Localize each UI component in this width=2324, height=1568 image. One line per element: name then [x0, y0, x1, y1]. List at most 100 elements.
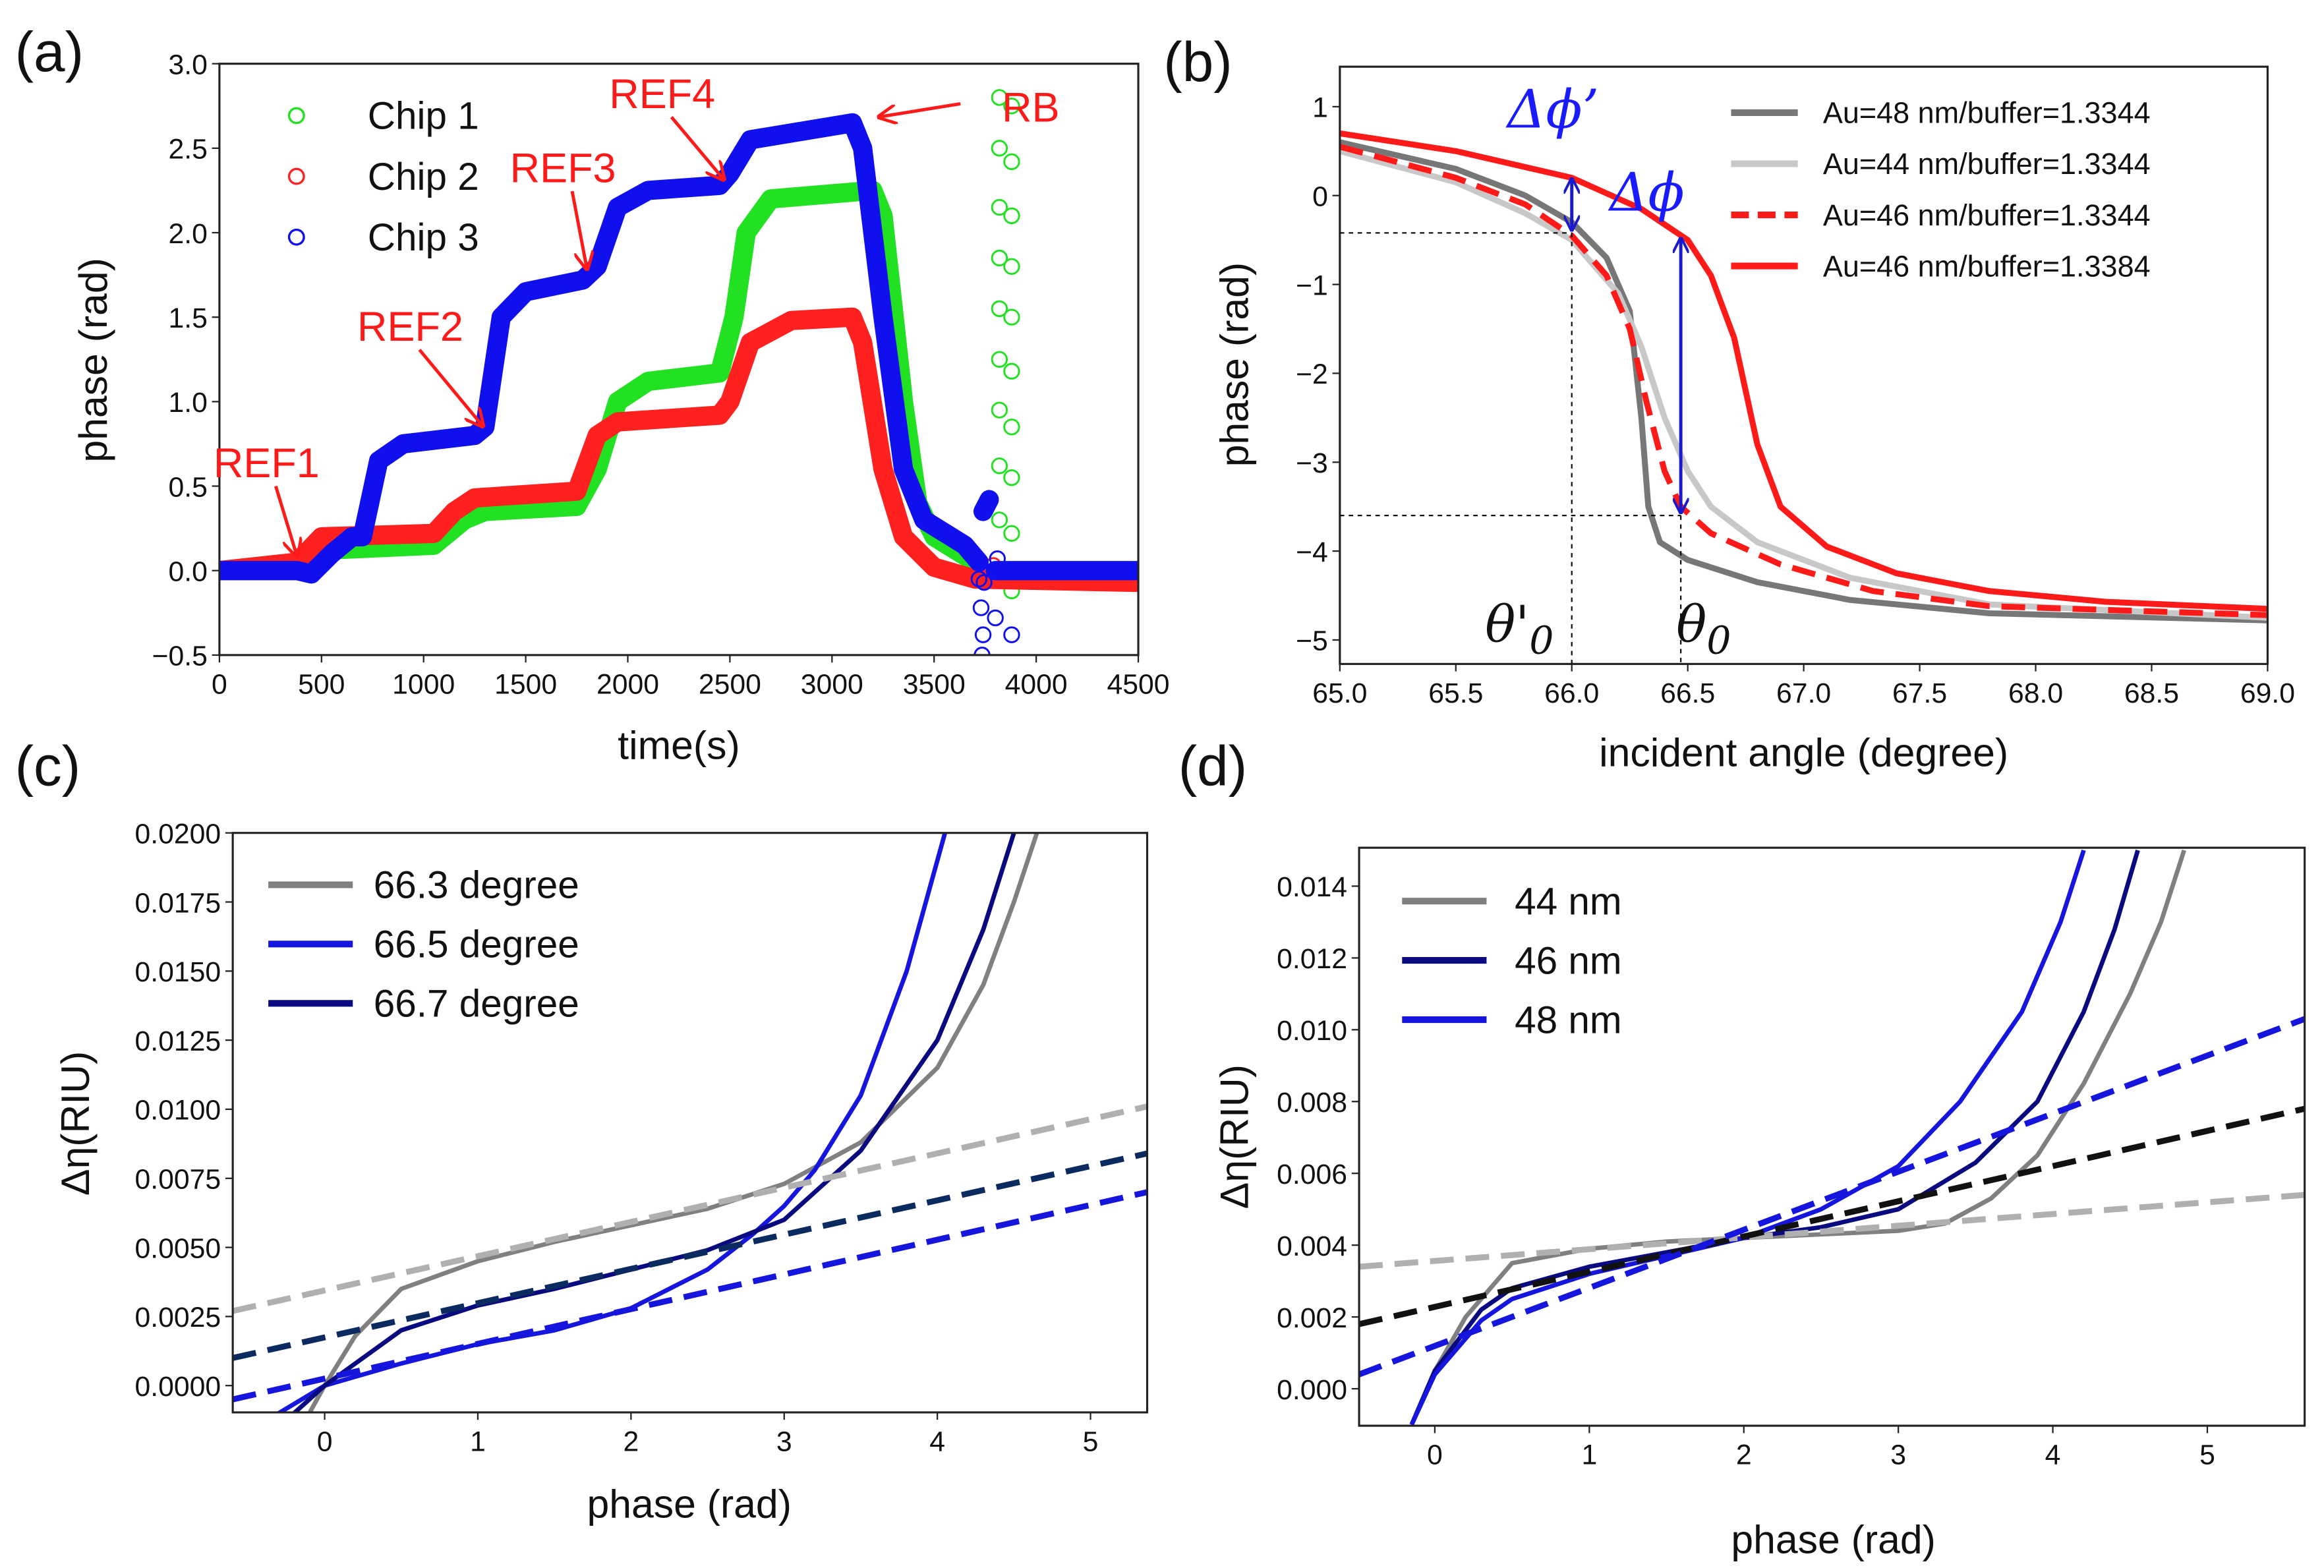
axes-frame — [218, 63, 1140, 656]
annotation-label-ref1: REF1 — [214, 440, 320, 486]
x-tick-label: 67.0 — [1776, 678, 1831, 709]
legend-label: Au=46 nm/buffer=1.3384 — [1823, 249, 2151, 283]
panel-d: (d) 0 1 2 3 4 5 0.000 0.002 0.004 0.006 0.008 0.010 0… — [1178, 736, 2306, 1562]
annotation-arrow — [670, 116, 724, 180]
data-point — [991, 457, 1008, 475]
series-line-3 — [292, 832, 1016, 1412]
data-point — [1003, 153, 1020, 171]
y-tick-label: −1 — [1296, 270, 1328, 301]
x-tick-label: 2 — [1736, 1439, 1752, 1471]
legend-marker — [287, 167, 305, 185]
series-line-2 — [1409, 850, 2140, 1426]
series-chip-3 — [219, 113, 989, 584]
subscript: 0 — [1706, 618, 1731, 663]
series-line-6 — [1359, 1016, 2305, 1378]
x-tick-label: 67.5 — [1892, 678, 1947, 709]
y-tick-label: 0.0100 — [134, 1095, 221, 1126]
y-axis-label: Δη(RIU) — [53, 1051, 98, 1196]
panel-label: (a) — [15, 21, 84, 84]
y-tick-label: 2.5 — [169, 134, 208, 165]
x-tick-label: 1000 — [392, 668, 455, 700]
x-tick-label: 5 — [2199, 1439, 2215, 1471]
x-tick-label: 1 — [1581, 1439, 1597, 1471]
panel-c: (c) 0 1 2 3 4 5 0.0000 0.0025 0.0050 0.0075 0.0100 0… — [15, 736, 1149, 1526]
data-point — [991, 140, 1008, 157]
data-point — [991, 249, 1008, 267]
x-tick-label: 3500 — [903, 668, 966, 700]
series-line-2 — [277, 832, 948, 1412]
y-tick-label: 0.002 — [1277, 1302, 1347, 1334]
annotation-arrow — [879, 102, 961, 117]
data-point — [975, 573, 993, 591]
annotation-label-rb: RB — [1002, 84, 1059, 131]
x-tick-label: 0 — [212, 668, 227, 700]
y-tick-label: −4 — [1296, 537, 1328, 568]
panel-label: (b) — [1163, 32, 1232, 94]
series-line-2 — [1339, 148, 2268, 621]
y-tick-label: 2.0 — [169, 218, 208, 250]
x-tick-label: 2000 — [596, 668, 659, 700]
theta-symbol: θ — [1676, 596, 1706, 654]
y-tick-label: 0.006 — [1277, 1159, 1347, 1190]
panel-a: (a) 0 500 1000 1500 2000 2500 3000 3500 4000 4500 −… — [15, 21, 1170, 767]
x-axis-label: phase (rad) — [1731, 1517, 1935, 1562]
y-tick-label: 0.0150 — [134, 956, 221, 988]
data-point — [1003, 308, 1020, 326]
legend-label: 46 nm — [1515, 939, 1621, 982]
series-line-1 — [1409, 849, 2187, 1426]
legend-label: Chip 2 — [368, 156, 479, 198]
y-axis-label: phase (rad) — [71, 258, 115, 462]
x-tick-label: 4500 — [1107, 668, 1169, 700]
y-tick-label: 0.0200 — [134, 818, 221, 850]
data-point — [1003, 258, 1020, 275]
y-tick-label: −0.5 — [152, 641, 208, 672]
data-point — [1003, 525, 1020, 542]
legend: Chip 1 Chip 2 Chip 3 — [287, 95, 479, 259]
x-tick-label: 3000 — [801, 668, 863, 700]
data-point — [991, 511, 1008, 529]
series-line-5 — [1359, 1105, 2305, 1327]
y-tick-label: 0.0175 — [134, 887, 221, 919]
legend-label: Au=46 nm/buffer=1.3344 — [1823, 198, 2151, 232]
y-tick-label: 1.5 — [169, 303, 208, 334]
plot-area — [1339, 130, 2268, 624]
axes-frame — [1358, 846, 2306, 1427]
series-line-1 — [307, 832, 1039, 1412]
annotation-label-ref3: REF3 — [510, 146, 616, 192]
series-line-4 — [1359, 1192, 2305, 1270]
axes-frame — [231, 832, 1149, 1414]
y-tick-label: 0.010 — [1277, 1015, 1347, 1047]
x-tick-label: 3 — [1890, 1439, 1906, 1471]
legend: 44 nm 46 nm 48 nm — [1402, 880, 1622, 1041]
legend-label: Chip 3 — [368, 216, 479, 259]
y-tick-label: 0.0000 — [134, 1371, 221, 1403]
legend-marker — [287, 228, 305, 246]
legend-label: 66.7 degree — [374, 983, 579, 1026]
x-tick-label: 1 — [470, 1426, 486, 1457]
x-axis-label: time(s) — [618, 722, 740, 767]
legend-label: 66.5 degree — [374, 923, 579, 966]
x-tick-label: 1500 — [494, 668, 557, 700]
data-point — [1003, 626, 1020, 643]
panel-b: (b) 65.0 65.5 66.0 66.5 67.0 67.5 68.0 68.5 69.0 −… — [1163, 32, 2295, 775]
data-point — [991, 300, 1008, 318]
data-point — [1003, 98, 1020, 115]
plot-area — [233, 832, 1147, 1412]
legend-label: Au=44 nm/buffer=1.3344 — [1823, 147, 2151, 181]
x-tick-label: 66.5 — [1660, 678, 1715, 709]
data-point — [1003, 363, 1020, 380]
x-axis-label: incident angle (degree) — [1599, 730, 2008, 775]
x-tick-label: 66.0 — [1544, 678, 1599, 709]
x-tick-label: 4 — [2045, 1439, 2061, 1471]
y-axis-label: phase (rad) — [1211, 262, 1256, 467]
panel-label: (d) — [1178, 736, 1247, 798]
series-line-5 — [233, 1150, 1147, 1361]
delta-phi-prime-label: Δϕ’ — [1505, 78, 1599, 140]
y-tick-label: 0.0075 — [134, 1164, 221, 1196]
series-line-3 — [1409, 849, 2086, 1426]
data-point — [1003, 207, 1020, 225]
data-point — [1003, 419, 1020, 436]
y-tick-label: 0.012 — [1277, 943, 1347, 975]
series-line-6 — [233, 1189, 1147, 1403]
